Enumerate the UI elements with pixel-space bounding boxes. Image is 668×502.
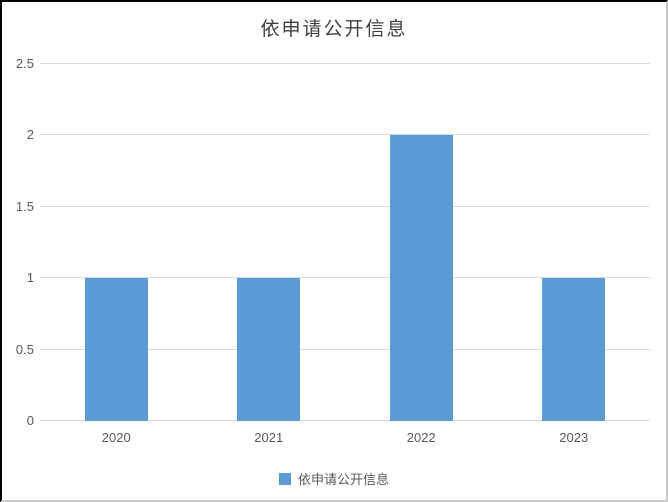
bar-2021 [237, 278, 301, 421]
gridline-y-0 [40, 420, 650, 421]
y-axis-tick-label: 1 [26, 270, 34, 286]
gridline-y-2 [40, 134, 650, 136]
legend-label: 依申请公开信息 [297, 472, 389, 487]
x-axis-tick-label-2022: 2022 [406, 430, 436, 445]
gridline-y-2.5 [40, 63, 650, 64]
y-axis-tick-label: 2 [26, 127, 34, 143]
gridline-y-0.5 [40, 348, 650, 350]
bar-2022 [389, 135, 453, 421]
y-axis-tick-label: 1.5 [15, 198, 34, 214]
x-axis-tick-label-2020: 2020 [101, 430, 131, 445]
plot-area: 0 0.5 1 1.5 2 2.5 2020 2021 2022 2023 [16, 57, 650, 445]
legend: 依申请公开信息 [2, 469, 666, 488]
chart-title: 依申请公开信息 [260, 19, 408, 40]
x-axis-tick-label-2021: 2021 [254, 430, 284, 445]
bar-2023 [542, 278, 606, 421]
legend-swatch-icon [278, 472, 291, 485]
gridline-y-1.5 [40, 205, 650, 207]
y-axis-tick-label: 0.5 [15, 341, 34, 357]
y-axis-tick-label: 0 [26, 413, 34, 428]
gridline-y-1 [40, 277, 650, 279]
x-axis-tick-label-2023: 2023 [559, 430, 589, 445]
y-axis-tick-label: 2.5 [15, 56, 34, 71]
bar-2020 [84, 278, 148, 421]
